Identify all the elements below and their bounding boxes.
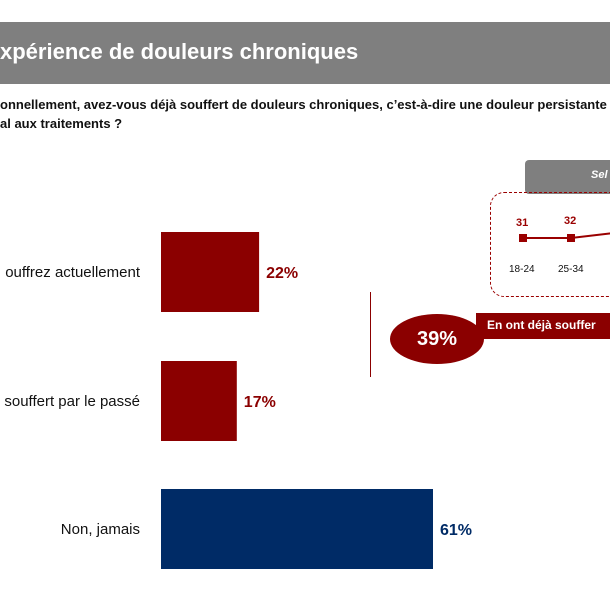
age-value-18-24: 31 <box>516 217 529 229</box>
category-label-0: ouffrez actuellement <box>5 264 141 281</box>
ever-suffered-badge: 39% <box>390 314 484 364</box>
value-label-2: 61% <box>440 522 472 539</box>
bar-0 <box>161 232 260 312</box>
age-value-25-34: 32 <box>564 215 577 227</box>
age-panel-tab-label: Sel <box>591 169 608 181</box>
age-label-25-34: 25-34 <box>558 264 584 275</box>
section-header-bar: xpérience de douleurs chroniques <box>0 22 610 84</box>
age-trend-line <box>519 232 610 242</box>
value-label-1: 17% <box>244 394 276 411</box>
bar-2 <box>161 489 433 569</box>
ever-suffered-label: En ont déjà souffer <box>487 318 596 332</box>
question-line-1: onnellement, avez-vous déjà souffert de … <box>0 97 610 112</box>
bracket-line <box>370 292 371 377</box>
question-line-2: al aux traitements ? <box>0 116 123 131</box>
survey-question: onnellement, avez-vous déjà souffert de … <box>0 95 610 133</box>
value-label-0: 22% <box>266 265 298 282</box>
section-title: xpérience de douleurs chroniques <box>0 39 359 64</box>
ever-suffered-banner: En ont déjà souffer <box>476 313 610 339</box>
age-panel-tab: Sel <box>525 160 610 194</box>
age-point-18-24 <box>519 234 527 242</box>
category-label-2: Non, jamais <box>61 521 140 538</box>
age-label-18-24: 18-24 <box>509 264 535 275</box>
bar-1 <box>161 361 237 441</box>
age-point-25-34 <box>567 234 575 242</box>
category-label-1: souffert par le passé <box>4 393 140 410</box>
age-breakdown-panel: 31 32 18-24 25-34 3 <box>490 192 610 297</box>
